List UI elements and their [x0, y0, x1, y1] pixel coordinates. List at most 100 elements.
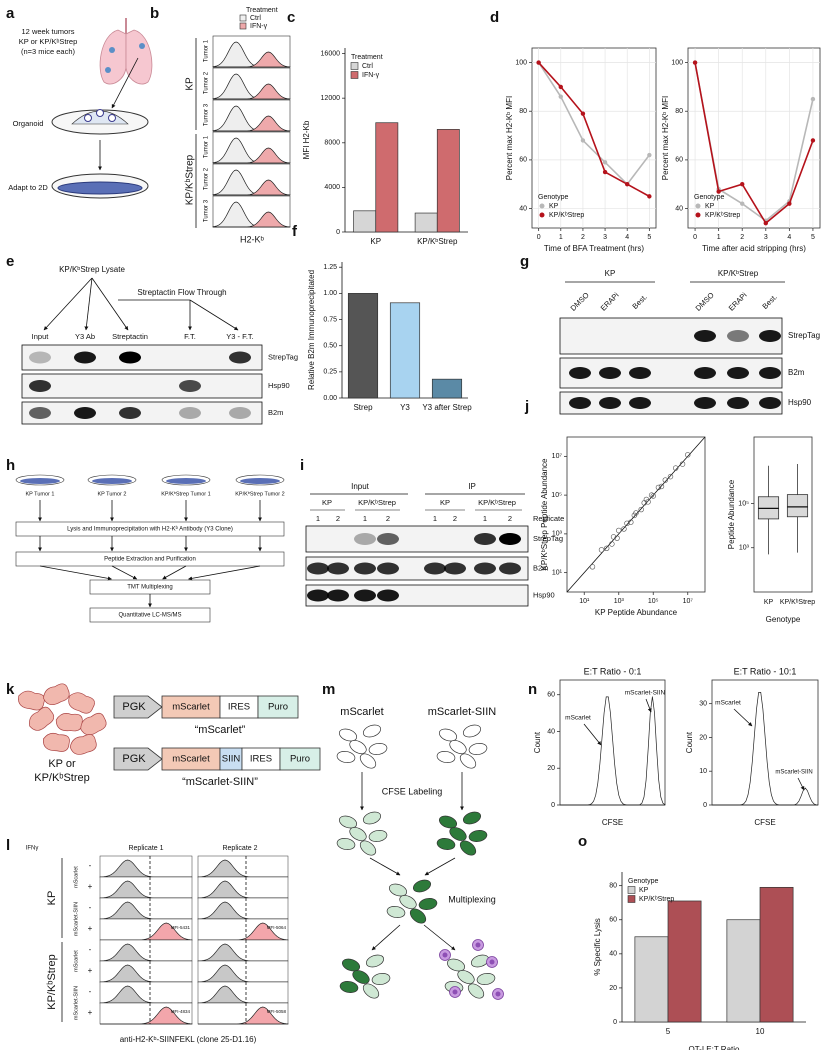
cell — [336, 838, 356, 850]
data-point — [672, 465, 679, 471]
y-tick-label: 0.25 — [323, 369, 337, 376]
y-tick-label: 80 — [675, 108, 683, 115]
label: IFNγ — [26, 846, 39, 852]
data-point — [598, 547, 605, 553]
band — [569, 367, 591, 379]
label: Streptactin — [112, 332, 148, 341]
data-point — [650, 493, 656, 499]
label: mScarlet — [172, 754, 210, 765]
cell — [359, 840, 377, 856]
t-cell-nucleus — [495, 991, 501, 997]
label: KP or — [48, 758, 76, 770]
data-point — [658, 483, 665, 490]
label: - — [89, 861, 92, 870]
x-tick-label: 1 — [559, 234, 563, 241]
data-point — [558, 84, 563, 90]
label: Tumor 3 — [204, 103, 210, 126]
cell — [446, 958, 466, 972]
legend-label: KP — [639, 887, 649, 894]
cell — [362, 811, 382, 825]
label: 2 — [336, 514, 340, 523]
band — [694, 330, 716, 342]
label: MFI-5431 — [171, 925, 191, 930]
cell — [438, 815, 458, 829]
data-point — [580, 138, 586, 143]
label: mScarlet-SIIN — [428, 706, 497, 718]
data-point — [763, 220, 768, 226]
data-point — [692, 60, 698, 65]
data-point — [810, 96, 816, 102]
label: KP or KP/KᵇStrep — [19, 37, 78, 46]
label: SIIN — [222, 754, 241, 765]
label: Input — [32, 332, 50, 341]
x-tick-label: 2 — [740, 234, 744, 241]
y-tick-label: 0.00 — [323, 395, 337, 402]
band — [694, 367, 716, 379]
label: Count — [533, 731, 542, 753]
label: - — [89, 987, 92, 996]
label: Hsp90 — [788, 398, 812, 407]
blot — [559, 391, 783, 415]
data-point — [609, 541, 615, 547]
label: 12 week tumors — [22, 27, 75, 36]
cell — [457, 970, 475, 984]
label: mScarlet — [73, 866, 79, 888]
label: KP — [322, 498, 332, 507]
cell — [371, 973, 391, 985]
series-line — [538, 62, 650, 198]
legend-title: Treatment — [351, 54, 383, 61]
label: StrepTag — [788, 331, 820, 340]
connector — [162, 565, 187, 580]
label: KP/KᵇStrep — [34, 772, 90, 784]
label: StrepTag — [268, 352, 298, 361]
x-tick-label: KP/KᵇStrep — [780, 599, 815, 606]
promoter-arrow — [113, 747, 163, 771]
legend-swatch — [627, 886, 636, 894]
box — [786, 494, 809, 518]
cell — [359, 753, 377, 769]
label: 1 — [363, 514, 367, 523]
band — [229, 351, 251, 364]
y-tick-label: 8000 — [324, 140, 340, 147]
construct-part — [257, 695, 299, 719]
y-tick-label: 40 — [519, 205, 527, 212]
label: + — [88, 1008, 93, 1017]
x-tick-label: 4 — [787, 234, 791, 241]
lung — [125, 29, 153, 85]
label: Replicate 2 — [222, 845, 257, 852]
cell — [438, 728, 458, 742]
data-point — [638, 506, 644, 513]
y-tick-label: 40 — [675, 205, 683, 212]
label: Tumor 1 — [204, 135, 210, 158]
ifng-histogram — [213, 179, 291, 196]
ifng-histogram — [213, 147, 291, 164]
x-tick-label: 10³ — [614, 598, 625, 605]
legend-marker — [539, 212, 545, 218]
label: H2-Kᵇ — [240, 234, 265, 244]
label: (n=3 mice each) — [21, 47, 75, 56]
data-point — [614, 535, 620, 541]
y-tick-label: 20 — [699, 734, 707, 741]
cell — [368, 830, 388, 842]
cell — [409, 908, 427, 924]
connector — [84, 277, 93, 331]
cell — [338, 728, 358, 742]
label: PGK — [122, 701, 146, 713]
band — [29, 380, 51, 392]
plot-frame — [687, 47, 821, 229]
label: KP/KᵇStrep Lysate — [59, 265, 125, 274]
panel-letter: l — [6, 837, 10, 854]
band — [499, 562, 521, 575]
legend-title: Genotype — [538, 194, 568, 201]
data-point — [558, 94, 563, 99]
band — [599, 397, 621, 409]
label: StrepTag — [533, 534, 563, 543]
cell — [459, 753, 477, 769]
y-tick-label: 4000 — [324, 184, 340, 191]
cell — [368, 743, 388, 755]
label: 2 — [453, 514, 457, 523]
organoid — [84, 114, 92, 122]
y-tick-label: 40 — [609, 951, 617, 958]
label: Organoid — [13, 119, 44, 128]
label: KP/KᵇStrep — [718, 269, 759, 278]
